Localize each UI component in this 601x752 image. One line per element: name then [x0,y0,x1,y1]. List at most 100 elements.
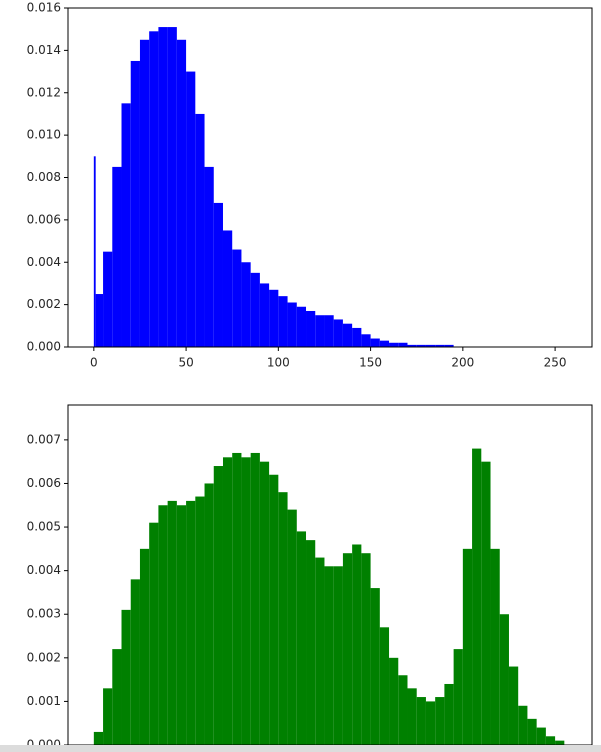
bar [93,731,104,745]
bar [398,675,408,745]
bar [352,544,362,745]
bar [121,609,131,745]
bar [333,319,343,347]
bar [481,461,491,745]
bar [490,548,500,745]
bar [204,483,214,745]
bar [296,531,307,745]
bar [407,344,417,347]
bar [306,540,316,745]
bar [425,701,436,745]
bar [416,344,426,347]
bar [379,627,390,745]
bar [167,500,177,745]
bar [389,657,399,745]
bar [269,474,279,745]
bar [342,323,353,347]
y-tick-label: 0.001 [27,694,61,708]
y-tick-label: 0.002 [27,297,61,311]
scroll-strip [0,745,601,752]
y-tick-label: 0.005 [27,520,61,534]
bar [306,310,316,347]
y-tick-label: 0.004 [27,255,61,269]
y-tick-label: 0.014 [27,43,61,57]
bar [121,103,131,347]
bar [324,566,334,745]
bar [555,740,565,745]
y-tick-label: 0.004 [27,563,61,577]
bar [379,340,390,347]
bar [195,113,205,347]
x-tick-label: 50 [178,356,193,370]
bar [149,522,159,745]
bar [499,614,509,745]
bar [425,344,436,347]
bar [95,294,104,347]
y-tick-label: 0.016 [27,1,61,15]
bar [527,718,537,745]
bar [370,588,380,745]
bar [222,457,233,745]
bar [315,315,325,347]
bar [472,448,482,745]
x-tick-label: 200 [451,356,474,370]
bar [213,202,223,347]
bar [536,727,546,745]
bar [176,505,187,745]
bar [333,566,343,745]
bar [545,736,556,745]
bar [93,156,96,347]
bar [259,283,270,347]
bar [342,553,353,745]
bar [158,27,168,347]
bar [250,272,260,347]
bar [241,262,251,347]
bar [130,579,140,745]
y-tick-label: 0.012 [27,85,61,99]
bar [278,296,288,347]
bar [278,492,288,745]
bar [139,548,150,745]
bar [222,230,233,347]
bar [112,649,122,745]
bar [435,697,445,745]
bar [130,60,140,347]
bar [296,306,307,347]
x-tick-label: 0 [90,356,98,370]
bar [176,39,187,347]
bar [158,505,168,745]
bar [149,31,159,348]
bar [315,557,325,745]
x-tick-label: 250 [544,356,567,370]
bar [416,697,426,745]
bar [324,315,334,347]
bar [370,338,380,347]
bar [186,71,196,347]
y-tick-label: 0.006 [27,476,61,490]
bar [259,461,270,745]
bar [232,452,242,745]
bar [269,289,279,347]
bar [462,548,473,745]
bar [139,39,150,347]
bar [361,553,371,745]
bar [444,683,454,745]
bar [103,251,113,347]
bar [398,342,408,347]
bar [435,344,445,347]
bar [361,334,371,347]
bar [287,509,297,745]
bar [232,249,242,347]
bar [112,166,122,347]
bar [444,344,454,347]
y-tick-label: 0.007 [27,432,61,446]
bar [518,705,528,745]
bar [241,457,251,745]
bar [250,452,260,745]
y-tick-label: 0.008 [27,170,61,184]
bar [508,666,519,745]
bar [186,500,196,745]
bar [453,649,463,745]
bar [213,466,223,745]
